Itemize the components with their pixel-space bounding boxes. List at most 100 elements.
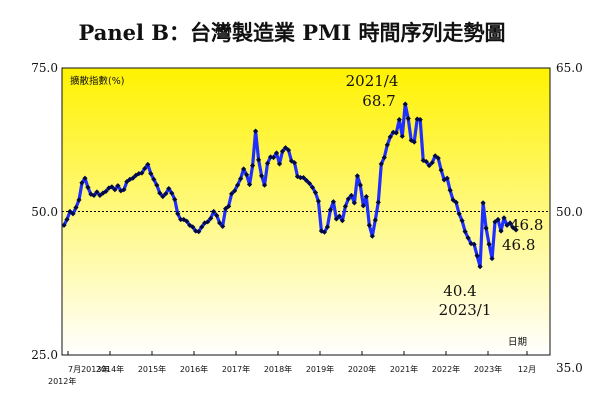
data-point bbox=[384, 142, 390, 148]
data-point bbox=[315, 198, 322, 204]
data-point bbox=[456, 211, 462, 217]
data-point bbox=[393, 130, 399, 136]
chart-title: Panel B：台灣製造業 PMI 時間序列走勢圖 bbox=[79, 20, 506, 45]
data-point bbox=[169, 190, 175, 196]
data-point bbox=[399, 133, 405, 139]
data-point bbox=[160, 193, 166, 200]
annotation-peak-value: 68.7 bbox=[362, 92, 395, 110]
data-point bbox=[199, 224, 205, 230]
data-point bbox=[501, 215, 507, 221]
data-point bbox=[339, 218, 345, 224]
data-point bbox=[79, 180, 85, 186]
data-point bbox=[130, 175, 136, 181]
data-point bbox=[363, 193, 369, 200]
data-point bbox=[154, 182, 160, 188]
data-point bbox=[157, 190, 163, 196]
annotation-low-value: 40.4 bbox=[443, 282, 476, 300]
data-point bbox=[211, 208, 217, 215]
data-point bbox=[336, 213, 342, 219]
right-tick-top: 65.0 bbox=[556, 61, 583, 75]
data-point bbox=[372, 217, 378, 223]
data-point bbox=[208, 215, 214, 221]
data-point bbox=[462, 228, 468, 235]
data-point bbox=[330, 199, 337, 205]
data-point bbox=[61, 222, 67, 228]
data-point bbox=[64, 216, 70, 223]
data-point bbox=[450, 197, 456, 203]
data-point bbox=[112, 187, 118, 193]
x-tick-label: 2016年 bbox=[180, 364, 208, 374]
data-point bbox=[139, 170, 145, 176]
data-point bbox=[390, 129, 396, 135]
x-tick-label: 2019年 bbox=[306, 364, 334, 374]
data-point bbox=[309, 184, 316, 190]
data-point bbox=[264, 160, 271, 166]
data-point bbox=[351, 200, 357, 206]
data-point bbox=[151, 176, 157, 182]
data-point bbox=[121, 187, 127, 193]
data-point bbox=[232, 188, 238, 194]
data-point bbox=[369, 233, 375, 239]
data-point bbox=[321, 229, 328, 235]
data-point bbox=[163, 191, 169, 197]
data-point bbox=[483, 225, 489, 231]
data-point bbox=[288, 158, 295, 164]
data-point bbox=[381, 154, 387, 161]
x-tick-label: 2020年 bbox=[348, 364, 376, 374]
data-point bbox=[408, 137, 414, 143]
data-point bbox=[94, 189, 100, 195]
y-axis-label: 擴散指數(%) bbox=[70, 75, 124, 87]
data-point bbox=[246, 181, 253, 188]
data-point bbox=[178, 216, 184, 223]
data-point bbox=[235, 182, 241, 188]
data-point bbox=[375, 199, 381, 205]
x-tick-label: 2017年 bbox=[222, 364, 250, 374]
right-y-axis: 65.0 50.0 35.0 bbox=[556, 61, 583, 375]
annotations: 2021/4 68.7 40.4 2023/1 46.8 46.8 bbox=[346, 72, 544, 319]
data-point bbox=[273, 150, 280, 156]
left-y-axis: 75.0 50.0 25.0 bbox=[31, 61, 58, 362]
data-point bbox=[459, 218, 465, 224]
data-point bbox=[300, 175, 307, 181]
data-point bbox=[145, 161, 151, 168]
data-point bbox=[276, 161, 283, 167]
data-point bbox=[429, 160, 435, 166]
data-point bbox=[414, 116, 420, 122]
data-point bbox=[214, 212, 220, 219]
data-point bbox=[357, 182, 363, 188]
x-sub-label: 2012年 bbox=[48, 376, 76, 386]
data-point bbox=[432, 153, 438, 159]
data-point bbox=[270, 154, 277, 161]
data-point bbox=[205, 219, 211, 225]
data-point bbox=[282, 145, 289, 151]
data-point bbox=[513, 227, 519, 233]
data-point bbox=[447, 187, 453, 193]
data-point bbox=[229, 191, 235, 197]
data-point bbox=[411, 139, 417, 145]
x-tick-label: 2022年 bbox=[432, 364, 460, 374]
data-point bbox=[312, 189, 319, 196]
data-point bbox=[348, 192, 354, 199]
data-point bbox=[489, 255, 495, 262]
left-tick-mid: 50.0 bbox=[31, 205, 58, 219]
right-tick-mid: 50.0 bbox=[556, 205, 583, 219]
data-point bbox=[226, 203, 232, 209]
data-point bbox=[249, 162, 256, 169]
data-point bbox=[223, 206, 229, 212]
annotation-last-value-b: 46.8 bbox=[502, 236, 535, 254]
data-point bbox=[486, 241, 492, 247]
data-point bbox=[306, 180, 313, 186]
data-point bbox=[291, 160, 298, 166]
data-point bbox=[172, 196, 178, 203]
data-point bbox=[85, 184, 91, 190]
data-point bbox=[327, 207, 334, 213]
data-point bbox=[97, 192, 103, 199]
data-point bbox=[387, 134, 393, 140]
data-point bbox=[303, 177, 310, 184]
annotation-last-value-a: 46.8 bbox=[510, 216, 543, 234]
data-point bbox=[73, 204, 79, 211]
data-point bbox=[91, 192, 97, 199]
data-point bbox=[297, 175, 304, 181]
data-point bbox=[465, 235, 471, 241]
data-point bbox=[471, 241, 477, 247]
